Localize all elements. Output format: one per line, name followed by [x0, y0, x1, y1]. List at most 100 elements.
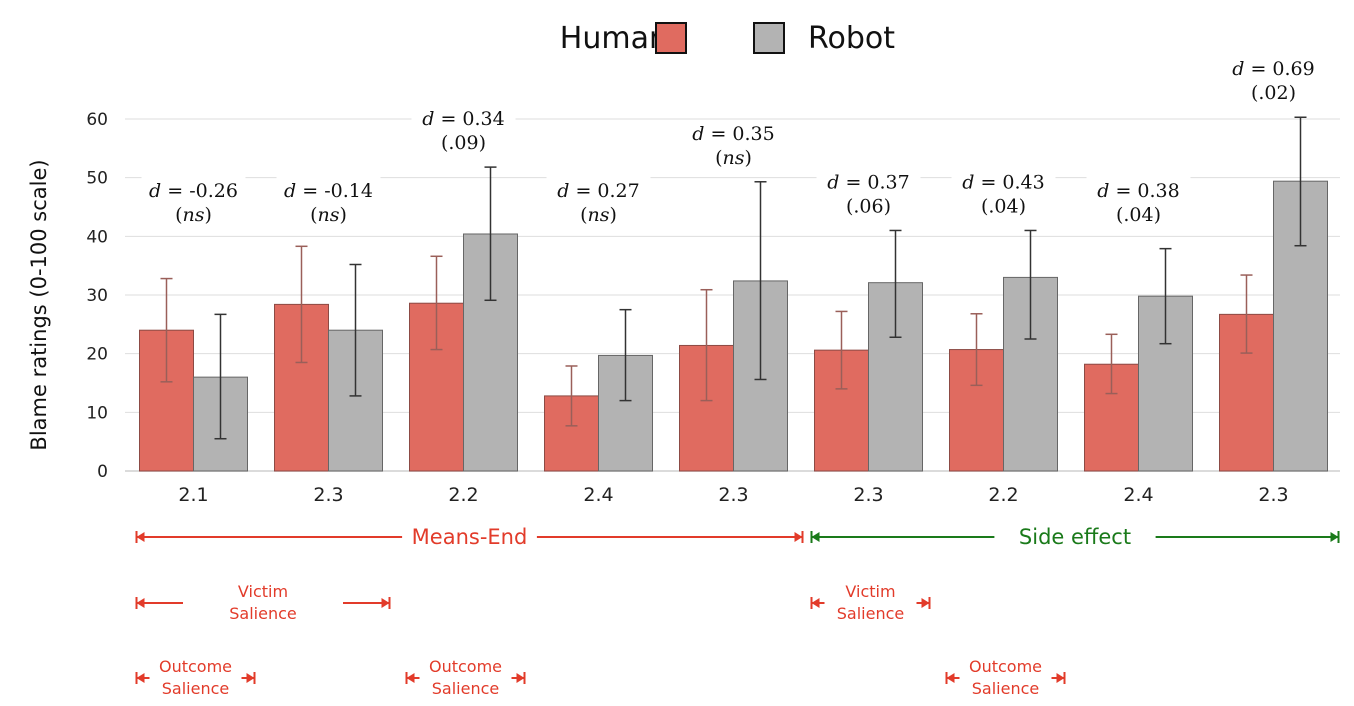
error-bar-robot: [484, 166, 497, 302]
p-value: (.09): [441, 132, 486, 154]
y-tick-label: 30: [86, 286, 108, 306]
bracket-arrow: [136, 532, 145, 542]
error-bar-human: [160, 277, 173, 383]
x-tick-label: 2.4: [1123, 484, 1153, 506]
y-tick-label: 0: [97, 462, 108, 482]
bracket-arrow: [516, 673, 525, 683]
annotation-background: [1086, 177, 1191, 225]
error-bar-robot: [1159, 247, 1172, 345]
x-tick-label: 2.2: [988, 484, 1018, 506]
error-bar-robot: [889, 229, 902, 338]
bracket-arrow: [811, 532, 820, 542]
legend: Human Robot: [560, 21, 895, 56]
x-tick-label: 2.2: [448, 484, 478, 506]
bracket-arrow: [136, 598, 145, 608]
condition-brackets: Means-End Side effectVictimSalienceVictim…: [135, 525, 1340, 698]
x-tick-label: 2.1: [178, 484, 208, 506]
bracket-arrow: [246, 673, 255, 683]
legend-robot-swatch: [753, 22, 785, 54]
y-tick-label: 40: [86, 227, 108, 247]
error-bar-human: [1240, 274, 1253, 354]
y-tick-label: 50: [86, 169, 108, 189]
effect-size-annotation: d = -0.26(ns): [141, 177, 246, 226]
p-value: (ns): [715, 147, 752, 169]
legend-robot-label: Robot: [808, 21, 895, 56]
effect-size-d: d = 0.37: [827, 171, 909, 193]
error-bar-robot: [619, 308, 632, 402]
x-axis-ticks: 2.1 2.3 2.2 2.4 2.3 2.3 2.2 2.4 2.3: [178, 484, 1288, 506]
bracket-label: Means-End: [412, 525, 528, 549]
error-bar-robot: [1024, 229, 1037, 340]
p-value: (ns): [175, 204, 212, 226]
effect-size-annotation: d = 0.34(.09): [411, 105, 516, 154]
p-value: (ns): [310, 204, 347, 226]
bracket-arrow: [811, 598, 820, 608]
effect-size-d: d = 0.43: [962, 171, 1044, 193]
annotation-background: [681, 119, 786, 168]
bracket-label: Salience: [972, 679, 1039, 698]
p-value: (.06): [846, 195, 891, 217]
effect-size-d: d = 0.38: [1097, 180, 1179, 202]
condition-bracket: Outcome Salience: [135, 657, 256, 698]
p-value: (.02): [1251, 82, 1296, 104]
error-bar-human: [565, 365, 578, 427]
error-bar-human: [295, 245, 308, 364]
y-axis-ticks: 0 10 20 30 40 50 60: [86, 110, 108, 482]
bracket-label: Salience: [162, 679, 229, 698]
bracket-label: Salience: [432, 679, 499, 698]
effect-size-annotation: d = 0.69(.02): [1221, 55, 1326, 104]
effect-size-d: d = 0.69: [1232, 58, 1314, 80]
bracket-label: Outcome: [429, 657, 502, 676]
condition-bracket: Outcome Salience: [405, 657, 526, 698]
y-axis-label: Blame ratings (0-100 scale): [27, 159, 51, 450]
y-tick-label: 20: [86, 345, 108, 365]
legend-human-swatch: [655, 22, 687, 54]
bracket-label: Salience: [229, 604, 296, 623]
bracket-arrow: [1056, 673, 1065, 683]
p-value: (.04): [981, 195, 1026, 217]
error-bar-human: [970, 313, 983, 387]
grouping-bracket: Side effect: [810, 525, 1340, 549]
y-tick-label: 10: [86, 403, 108, 423]
annotation-background: [546, 177, 651, 225]
annotation-background: [411, 105, 516, 154]
bracket-label: Side effect: [1019, 525, 1131, 549]
bracket-label: Salience: [837, 604, 904, 623]
bracket-label: Victim: [845, 582, 895, 601]
bracket-label: Outcome: [159, 657, 232, 676]
error-bar-robot: [349, 263, 362, 397]
legend-human-label: Human: [560, 21, 668, 56]
bracket-arrow: [1330, 532, 1339, 542]
grouping-bracket: Means-End: [135, 525, 804, 549]
error-bars: [160, 116, 1307, 440]
y-tick-label: 60: [86, 110, 108, 130]
effect-size-annotation: d = 0.27(ns): [546, 177, 651, 226]
p-value: (.04): [1116, 204, 1161, 226]
bracket-arrow: [794, 532, 803, 542]
effect-size-d: d = 0.34: [422, 108, 504, 130]
bracket-arrow: [406, 673, 415, 683]
error-bar-human: [835, 310, 848, 390]
bracket-arrow: [921, 598, 930, 608]
effect-size-annotation: d = 0.38(.04): [1086, 177, 1191, 226]
error-bar-human: [700, 288, 713, 402]
effect-size-annotation: d = 0.35(ns): [681, 119, 786, 169]
bracket-arrow: [381, 598, 390, 608]
error-bar-robot: [214, 313, 227, 440]
bracket-label: Outcome: [969, 657, 1042, 676]
annotation-background: [276, 177, 381, 225]
annotation-background: [141, 177, 246, 225]
x-tick-label: 2.3: [718, 484, 748, 506]
error-bar-human: [430, 255, 443, 351]
effect-size-d: d = 0.35: [692, 123, 774, 145]
annotation-background: [1221, 55, 1326, 104]
effect-size-d: d = -0.14: [284, 180, 373, 202]
annotation-background: [951, 168, 1056, 217]
effect-size-annotation: d = 0.43(.04): [951, 168, 1056, 217]
x-tick-label: 2.3: [853, 484, 883, 506]
x-tick-label: 2.3: [313, 484, 343, 506]
effect-size-annotation: d = 0.37(.06): [816, 168, 921, 217]
x-tick-label: 2.4: [583, 484, 613, 506]
p-value: (ns): [580, 204, 617, 226]
